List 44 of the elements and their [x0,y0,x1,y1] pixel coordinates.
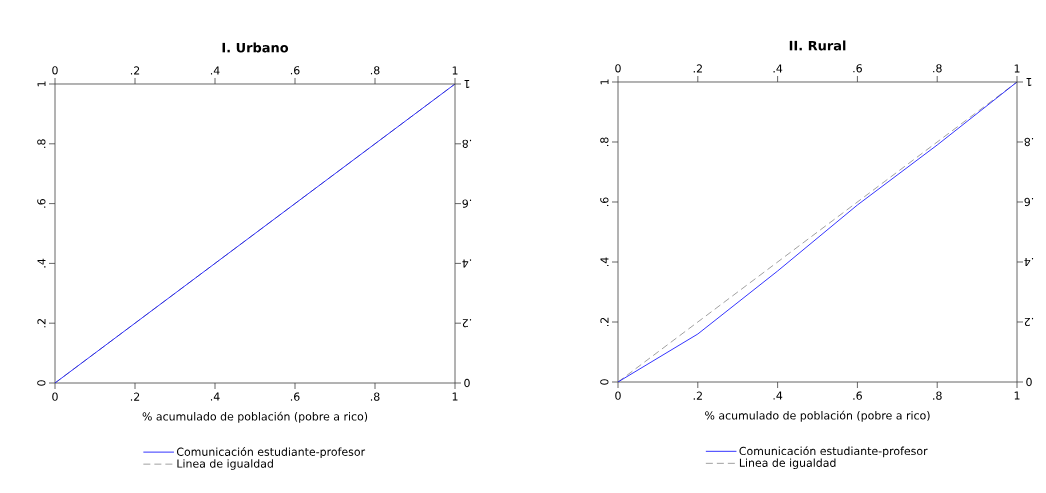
y2-tick-label: .8 [462,139,472,148]
y2-tick-label: .2 [1024,317,1034,327]
y-tick-label: .8 [600,137,609,147]
chart-title: I. Urbano [222,42,289,53]
y-tick-label: 1 [37,81,46,87]
y2-tick-label: 0 [464,378,470,388]
y2-tick-label: .6 [1024,197,1034,207]
x-tick-label: 1 [452,66,458,75]
legend-label: Comunicación estudiante-profesor [739,446,928,458]
x-tick-label: .6 [290,66,300,75]
x-tick-label: .2 [693,391,702,400]
x-tick-label: 0 [615,391,621,400]
x-tick-label: 1 [1014,391,1020,400]
x-tick-label: .6 [853,391,862,400]
y-tick-label: 1 [600,79,609,85]
y-tick-label: 0 [37,380,46,386]
y-tick-label: .4 [600,257,609,267]
y2-tick-label: 1 [464,80,470,88]
x-tick-label: .8 [933,391,942,400]
legend-label: Comunicación estudiante-profesor [176,446,366,459]
y2-tick-label: 1 [1026,78,1032,86]
x-axis-title: % acumulado de población (pobre a rico) [142,411,368,423]
y-tick-label: .4 [37,258,46,268]
y2-tick-label: .4 [1024,258,1034,266]
x-tick-label: .8 [370,66,380,75]
y-tick-label: .6 [37,199,46,208]
chart-title: II. Rural [789,40,846,51]
legend-label: Linea de igualdad [177,459,273,470]
y-tick-label: .8 [37,139,46,148]
y-tick-label: .2 [600,317,609,327]
y2-tick-label: .2 [462,319,472,328]
y2-tick-label: 0 [1026,377,1032,387]
y2-tick-label: .6 [462,199,472,208]
x-tick-label: .4 [210,66,220,75]
y2-tick-label: .8 [1024,137,1034,147]
x-tick-label: .4 [773,391,783,400]
x-tick-label: 0 [52,66,58,75]
y-tick-label: .6 [600,197,609,207]
legend-label: Linea de igualdad [739,458,836,470]
y-tick-label: 0 [600,379,609,385]
y2-tick-label: .4 [462,259,472,268]
y-tick-label: .2 [37,319,46,328]
x-tick-label: .2 [130,66,140,75]
x-axis-title: % acumulado de población (pobre a rico) [705,410,930,422]
